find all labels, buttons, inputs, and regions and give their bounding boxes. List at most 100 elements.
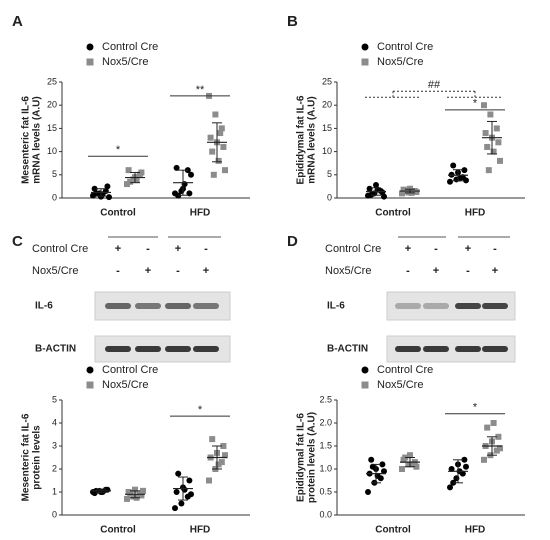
condition-sign: +	[115, 243, 121, 255]
condition-sign: -	[176, 265, 180, 277]
band-label: IL-6	[327, 301, 345, 312]
data-point	[207, 134, 214, 141]
legend-marker	[361, 366, 369, 374]
y-tick-label: 2	[52, 463, 57, 473]
legend-marker	[361, 58, 369, 66]
y-tick-label: 20	[47, 100, 57, 110]
blot-band	[105, 303, 131, 309]
legend-label: Control Cre	[102, 41, 158, 53]
legend-label: Control Cre	[102, 364, 158, 376]
data-point	[365, 489, 371, 495]
data-point	[487, 111, 494, 118]
data-point	[173, 489, 180, 495]
data-point	[104, 183, 111, 190]
band-label: B-ACTIN	[35, 344, 76, 355]
data-point	[485, 167, 492, 174]
legend-label: Nox5/Cre	[102, 56, 148, 68]
blot-band	[165, 346, 191, 352]
legend-marker	[86, 58, 94, 66]
condition-sign: +	[405, 243, 411, 255]
y-axis-label: mRNA levels (A.U)	[32, 96, 43, 183]
data-point	[138, 492, 145, 499]
data-point	[399, 190, 405, 197]
y-tick-label: 2.5	[319, 394, 332, 404]
condition-sign: +	[465, 243, 471, 255]
data-point	[188, 491, 194, 498]
data-point	[178, 500, 185, 507]
significance-label: ##	[428, 79, 441, 91]
y-tick-label: 5	[52, 169, 57, 179]
band-label: B-ACTIN	[327, 344, 368, 355]
y-tick-label: 0	[327, 192, 332, 202]
data-point	[218, 459, 225, 466]
data-point	[222, 452, 228, 459]
data-point	[413, 463, 420, 470]
y-tick-label: 0.5	[319, 486, 332, 496]
data-point	[497, 157, 503, 164]
y-axis-label: mRNA levels (A.U)	[307, 96, 318, 183]
blot-band	[482, 303, 508, 309]
condition-sign: +	[203, 265, 209, 277]
condition-sign: -	[466, 265, 470, 277]
x-tick-label: Control	[100, 208, 136, 219]
y-tick-label: 15	[322, 123, 332, 133]
data-point	[368, 456, 375, 463]
y-axis-label: protein levels	[32, 425, 43, 490]
legend-label: Control Cre	[377, 364, 433, 376]
data-point	[188, 171, 194, 178]
data-point	[124, 181, 130, 188]
y-tick-label: 25	[47, 76, 57, 86]
legend-marker	[361, 43, 369, 51]
data-point	[447, 484, 453, 491]
data-point	[366, 185, 373, 192]
condition-sign: +	[175, 243, 181, 255]
x-tick-label: HFD	[190, 208, 211, 219]
x-tick-label: Control	[100, 525, 136, 536]
data-point	[493, 447, 500, 454]
condition-label: Nox5/Cre	[325, 265, 371, 277]
data-point	[484, 143, 491, 150]
data-point	[381, 193, 387, 200]
data-point	[369, 463, 376, 470]
y-tick-label: 2.0	[319, 417, 332, 427]
condition-sign: -	[116, 265, 120, 277]
blot-band	[423, 346, 449, 352]
x-tick-label: Control	[375, 208, 411, 219]
y-tick-label: 10	[322, 146, 332, 156]
data-point	[448, 466, 455, 472]
data-point	[220, 443, 227, 449]
data-point	[490, 148, 497, 155]
legend-marker	[86, 43, 94, 51]
data-point	[209, 148, 216, 155]
data-point	[130, 493, 137, 500]
data-point	[482, 130, 489, 137]
x-tick-label: HFD	[465, 525, 486, 536]
y-tick-label: 15	[47, 123, 57, 133]
condition-sign: +	[492, 265, 498, 277]
y-tick-label: 20	[322, 100, 332, 110]
data-point	[461, 167, 468, 174]
x-tick-label: HFD	[190, 525, 211, 536]
y-tick-label: 0	[52, 192, 57, 202]
y-axis-label: Epididymal fat IL-6	[296, 95, 307, 184]
data-point	[405, 461, 412, 468]
data-point	[413, 188, 420, 195]
condition-sign: -	[204, 243, 208, 255]
data-point	[408, 461, 415, 468]
y-tick-label: 1.5	[319, 440, 332, 450]
blot-band	[482, 346, 508, 352]
data-point	[463, 177, 469, 184]
y-axis-label: Epididymal fat IL-6	[296, 413, 307, 502]
blot-band	[455, 346, 481, 352]
data-point	[125, 167, 132, 174]
data-point	[212, 111, 219, 118]
data-point	[133, 176, 140, 183]
data-point	[124, 495, 130, 502]
data-point	[93, 190, 100, 197]
data-point	[186, 477, 193, 484]
blot-band	[165, 303, 191, 309]
y-tick-label: 0.0	[319, 509, 332, 519]
data-point	[490, 420, 497, 426]
data-point	[379, 461, 386, 468]
